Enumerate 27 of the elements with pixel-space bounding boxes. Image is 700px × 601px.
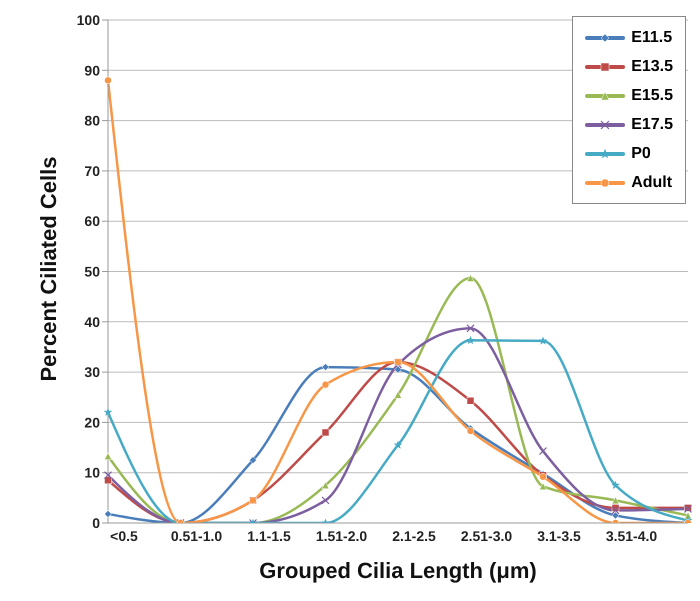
x-tick-label: 1.51-2.0: [316, 528, 368, 544]
legend-label: E17.5: [631, 116, 673, 134]
y-tick-label: 80: [84, 112, 100, 129]
legend-label: E11.5: [631, 28, 672, 46]
x-tick-label: 3.51-4.0: [606, 528, 658, 544]
legend-label: E15.5: [631, 86, 673, 104]
x-tick-label: 2.1-2.5: [392, 528, 436, 544]
x-tick-label: 2.51-3.0: [460, 528, 512, 544]
y-tick-label: 40: [84, 314, 100, 330]
x-axis-title: Grouped Cilia Length (μm): [259, 558, 537, 583]
x-tick-label: 0.51-1.0: [170, 528, 222, 544]
x-tick-label: <0.5: [110, 528, 138, 544]
x-tick-label: 1.1-1.5: [247, 528, 292, 544]
y-tick-label: 60: [84, 213, 100, 230]
y-tick-label: 20: [84, 414, 100, 430]
y-tick-label: 100: [76, 12, 100, 28]
legend-label: E13.5: [631, 58, 673, 76]
y-axis-title: Percent Ciliated Cells: [36, 156, 61, 382]
y-tick-label: 50: [84, 263, 100, 280]
y-tick-label: 30: [84, 364, 100, 380]
y-tick-label: 10: [84, 464, 100, 481]
legend-label: P0: [631, 144, 651, 162]
legend-label: Adult: [631, 174, 672, 192]
x-tick-label: 3.1-3.5: [537, 528, 582, 544]
y-tick-label: 90: [84, 62, 100, 78]
y-tick-label: 70: [84, 162, 100, 179]
y-tick-label: 0: [92, 514, 100, 531]
